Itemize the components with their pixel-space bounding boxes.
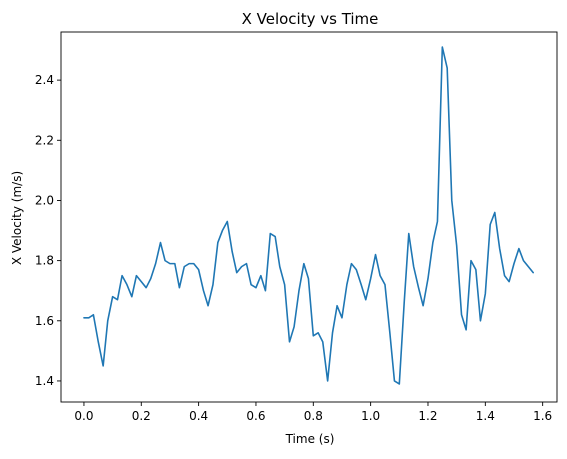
plot-area: 0.0 0.2 0.4 0.6 0.8 1.0 1.2 1.4 1.6 1.4 1.6 1.8 2.0 2…: [35, 31, 558, 423]
y-tick-label: 1.6: [35, 314, 54, 328]
x-axis-label: Time (s): [285, 432, 335, 446]
plot-frame: [60, 31, 558, 403]
x-tick-label: 1.0: [361, 409, 380, 423]
series-line: [83, 46, 535, 385]
x-tick-label: 0.6: [246, 409, 265, 423]
y-tick-label: 2.0: [35, 193, 54, 207]
x-tick-label: 0.8: [304, 409, 323, 423]
x-tick-label: 1.6: [533, 409, 552, 423]
y-tick-label: 2.4: [35, 73, 54, 87]
x-tick-label: 0.0: [74, 409, 93, 423]
chart-title: X Velocity vs Time: [242, 10, 379, 28]
x-tick-label: 0.2: [132, 409, 151, 423]
y-tick-label: 2.2: [35, 133, 54, 147]
x-tick-label: 1.2: [418, 409, 437, 423]
x-tick-label: 1.4: [476, 409, 495, 423]
x-tick-label: 0.4: [189, 409, 208, 423]
y-axis-label: X Velocity (m/s): [10, 171, 24, 265]
y-tick-label: 1.4: [35, 374, 54, 388]
y-tick-label: 1.8: [35, 254, 54, 268]
